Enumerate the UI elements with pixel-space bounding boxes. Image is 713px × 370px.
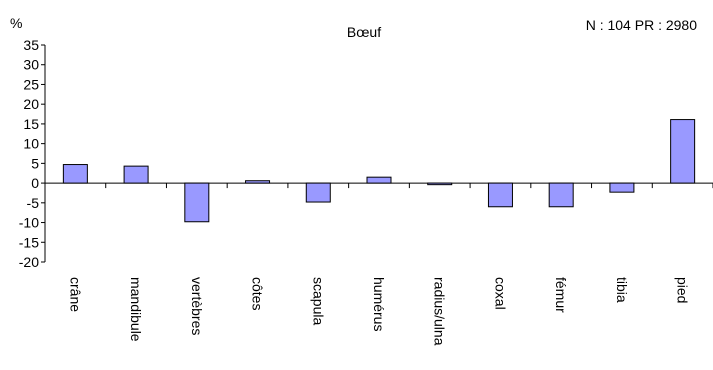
bar-hum-rus: [366, 176, 392, 184]
y-axis-label: %: [10, 15, 22, 31]
x-tick-label: scapula: [310, 277, 326, 325]
bar-tibia: [609, 182, 635, 193]
y-tick-label: 5: [31, 155, 39, 171]
x-tick-label: coxal: [492, 277, 508, 310]
x-tick-label: côtes: [250, 277, 266, 310]
y-tick-label: 25: [23, 76, 39, 92]
x-tick-label: humérus: [371, 277, 387, 331]
bar-radius-ulna: [427, 182, 453, 186]
x-tick-label: radius/ulna: [432, 277, 448, 346]
y-tick-label: 10: [23, 136, 39, 152]
y-tick-label: -10: [19, 215, 39, 231]
y-tick-label: 35: [23, 37, 39, 53]
plot-area: 35 30 25 20 15 10 5 0 -5 -10 -15 -20 crâne mandibule v…: [19, 37, 713, 346]
x-tick-label: crâne: [67, 277, 83, 312]
chart-annotation: N : 104 PR : 2980: [586, 17, 698, 33]
y-tick-label: -15: [19, 234, 39, 250]
bar-pied: [670, 119, 696, 184]
y-tick-label: 15: [23, 116, 39, 132]
bar-vert-bres: [184, 182, 210, 223]
bar-scapula: [305, 182, 331, 203]
bar-cr-ne: [62, 164, 88, 184]
bar-c-tes: [245, 180, 271, 184]
y-tick-label: -20: [19, 254, 39, 270]
bar-coxal: [487, 182, 513, 208]
bar-f-mur: [548, 182, 574, 208]
x-tick-label: pied: [675, 277, 691, 303]
x-tick-label: tibia: [614, 277, 630, 303]
bar-mandibule: [123, 165, 149, 184]
y-tick-label: 0: [31, 175, 39, 191]
y-tick-label: 30: [23, 57, 39, 73]
x-tick-label: fémur: [553, 277, 569, 313]
y-tick-label: 20: [23, 96, 39, 112]
y-tick-label: -5: [27, 195, 40, 211]
x-tick-label: vertèbres: [189, 277, 205, 335]
chart-title: Bœuf: [347, 24, 381, 40]
x-tick-label: mandibule: [128, 277, 144, 342]
